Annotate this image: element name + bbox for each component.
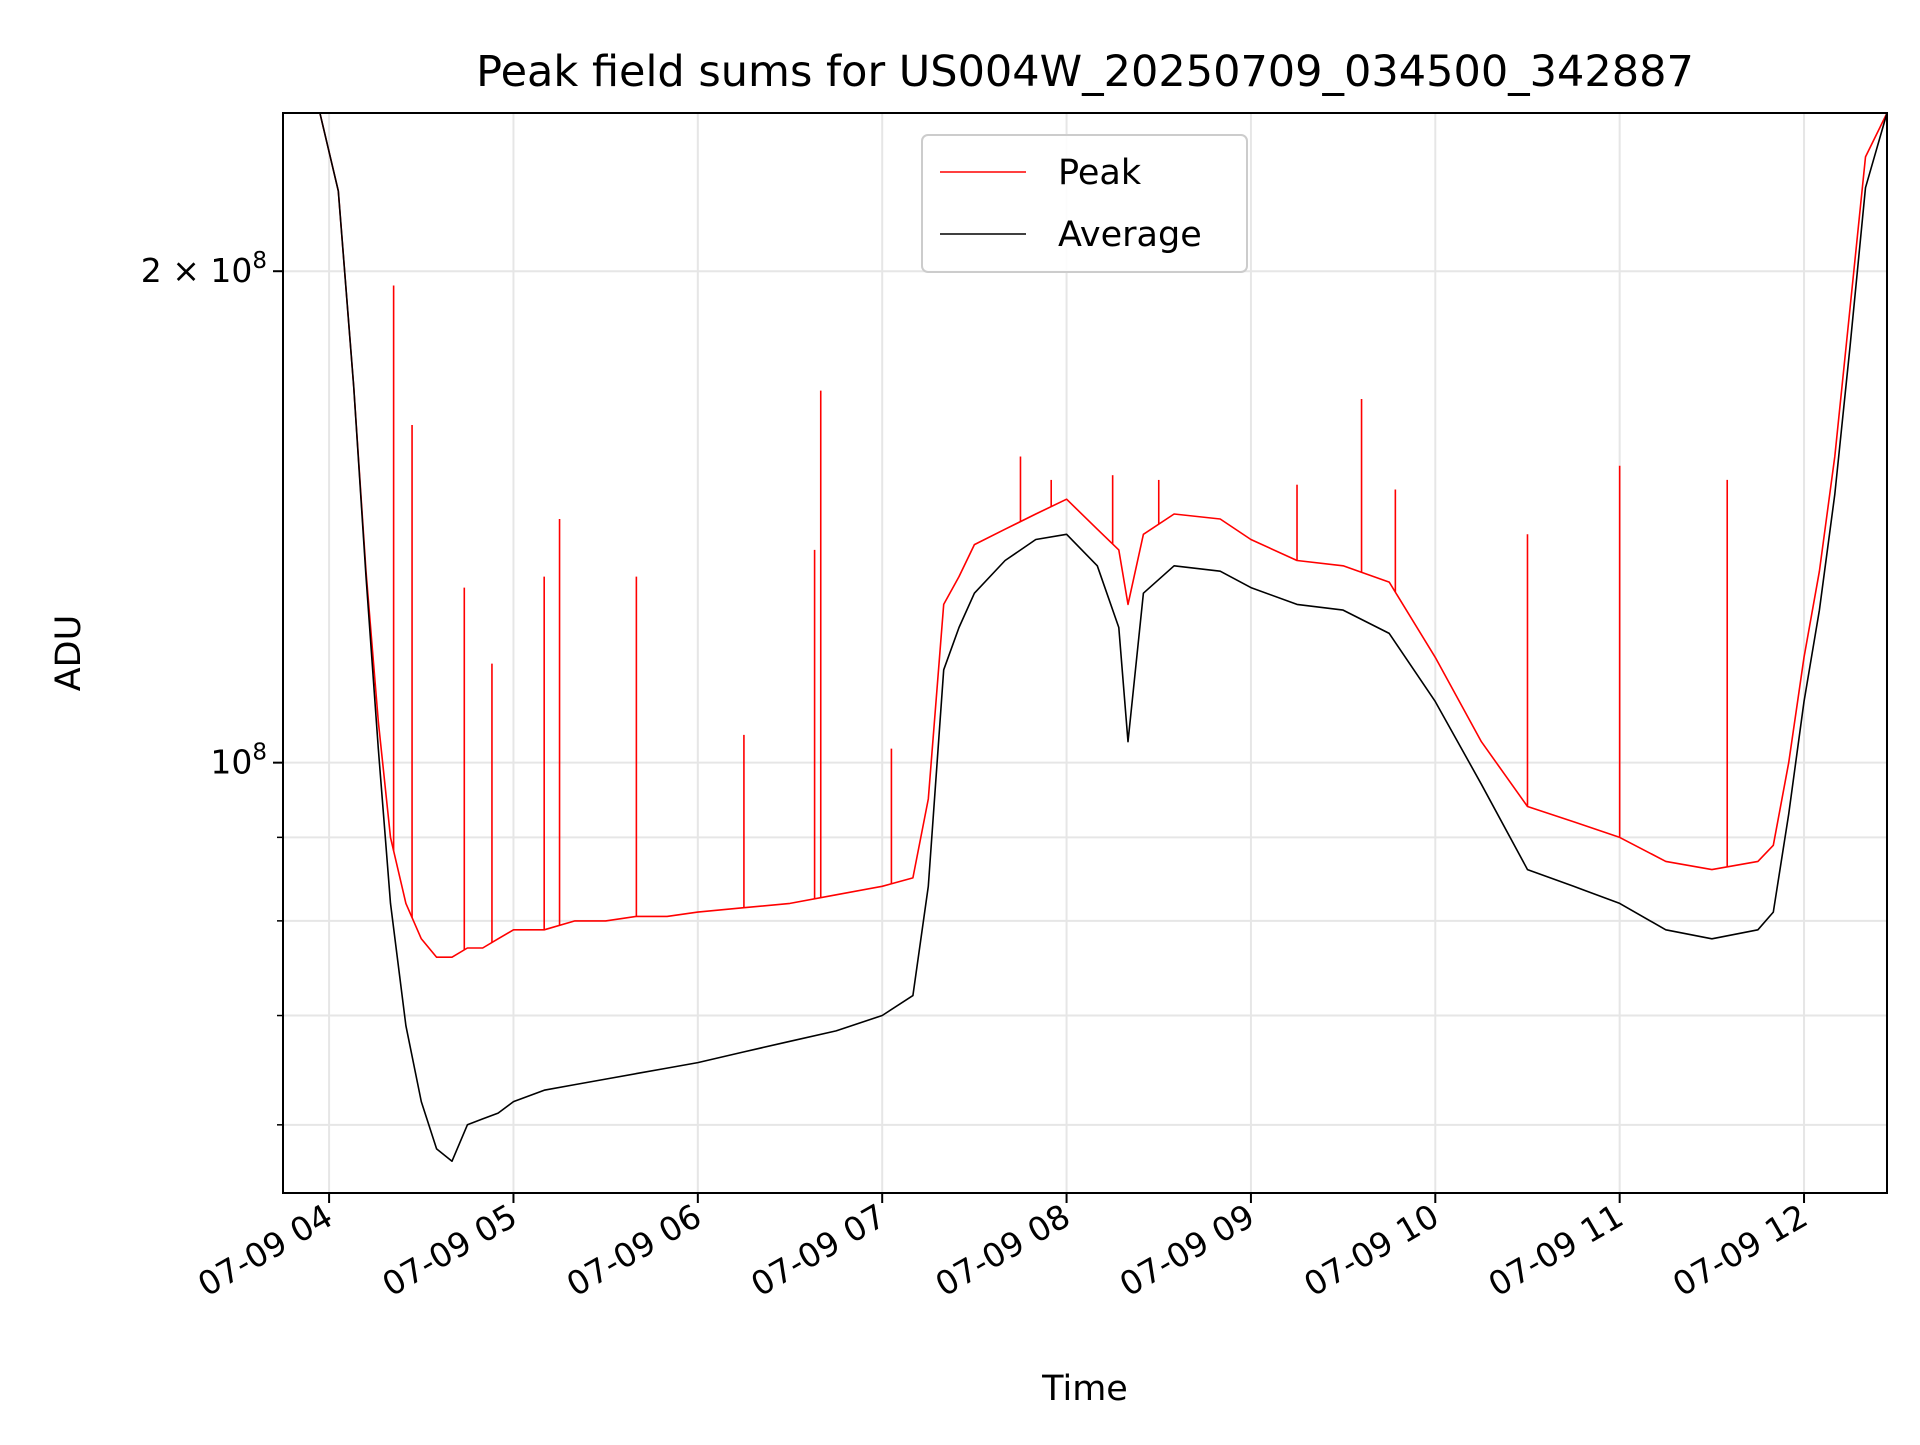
legend-box (921, 134, 1248, 273)
chart-title: Peak field sums for US004W_20250709_0345… (476, 47, 1694, 97)
series-layer (283, 113, 1887, 1162)
peak-series-line (283, 113, 1887, 959)
legend: Peak Average (921, 134, 1248, 273)
y-tick-label: 2 × 108 (141, 248, 267, 290)
legend-average-label: Average (1058, 215, 1202, 255)
average-series-line (283, 113, 1887, 1162)
y-tick-label: 108 (210, 740, 267, 782)
legend-peak-label: Peak (1058, 153, 1142, 193)
x-axis-label: Time (1041, 1369, 1128, 1409)
y-axis-label: ADU (49, 615, 89, 692)
plot-frame (282, 112, 1888, 1194)
